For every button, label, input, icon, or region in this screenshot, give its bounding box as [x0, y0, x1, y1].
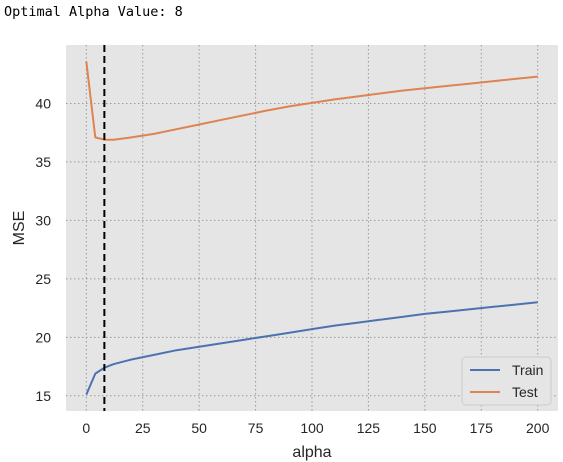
plot-area	[66, 45, 558, 411]
x-tick-label: 50	[191, 420, 207, 436]
series-layer	[85, 61, 538, 395]
y-tick-label: 15	[35, 388, 51, 404]
tick-labels: 0 25 50 75 100 125 150 175 200 15 20 25 30 35 40	[35, 95, 549, 436]
y-axis-label: MSE	[11, 211, 28, 246]
x-tick-label: 125	[357, 420, 381, 436]
x-tick-label: 200	[526, 420, 550, 436]
legend: Train Test	[461, 356, 552, 406]
y-tick-label: 25	[35, 271, 51, 287]
output-text: Optimal Alpha Value: 8	[4, 4, 183, 20]
y-tick-label: 30	[35, 212, 51, 228]
y-tick-label: 40	[35, 95, 51, 111]
series-line-test	[85, 61, 538, 141]
x-tick-label: 175	[470, 420, 494, 436]
x-tick-label: 0	[82, 420, 90, 436]
x-tick-label: 25	[135, 420, 151, 436]
x-axis-label: alpha	[292, 444, 331, 461]
y-tick-label: 35	[35, 154, 51, 170]
y-tick-label: 20	[35, 329, 51, 345]
x-tick-label: 75	[248, 420, 264, 436]
grid	[66, 45, 558, 411]
x-tick-label: 100	[300, 420, 324, 436]
legend-label: Test	[512, 384, 538, 400]
legend-label: Train	[512, 362, 543, 378]
x-tick-label: 150	[413, 420, 437, 436]
series-line-train	[85, 301, 538, 395]
